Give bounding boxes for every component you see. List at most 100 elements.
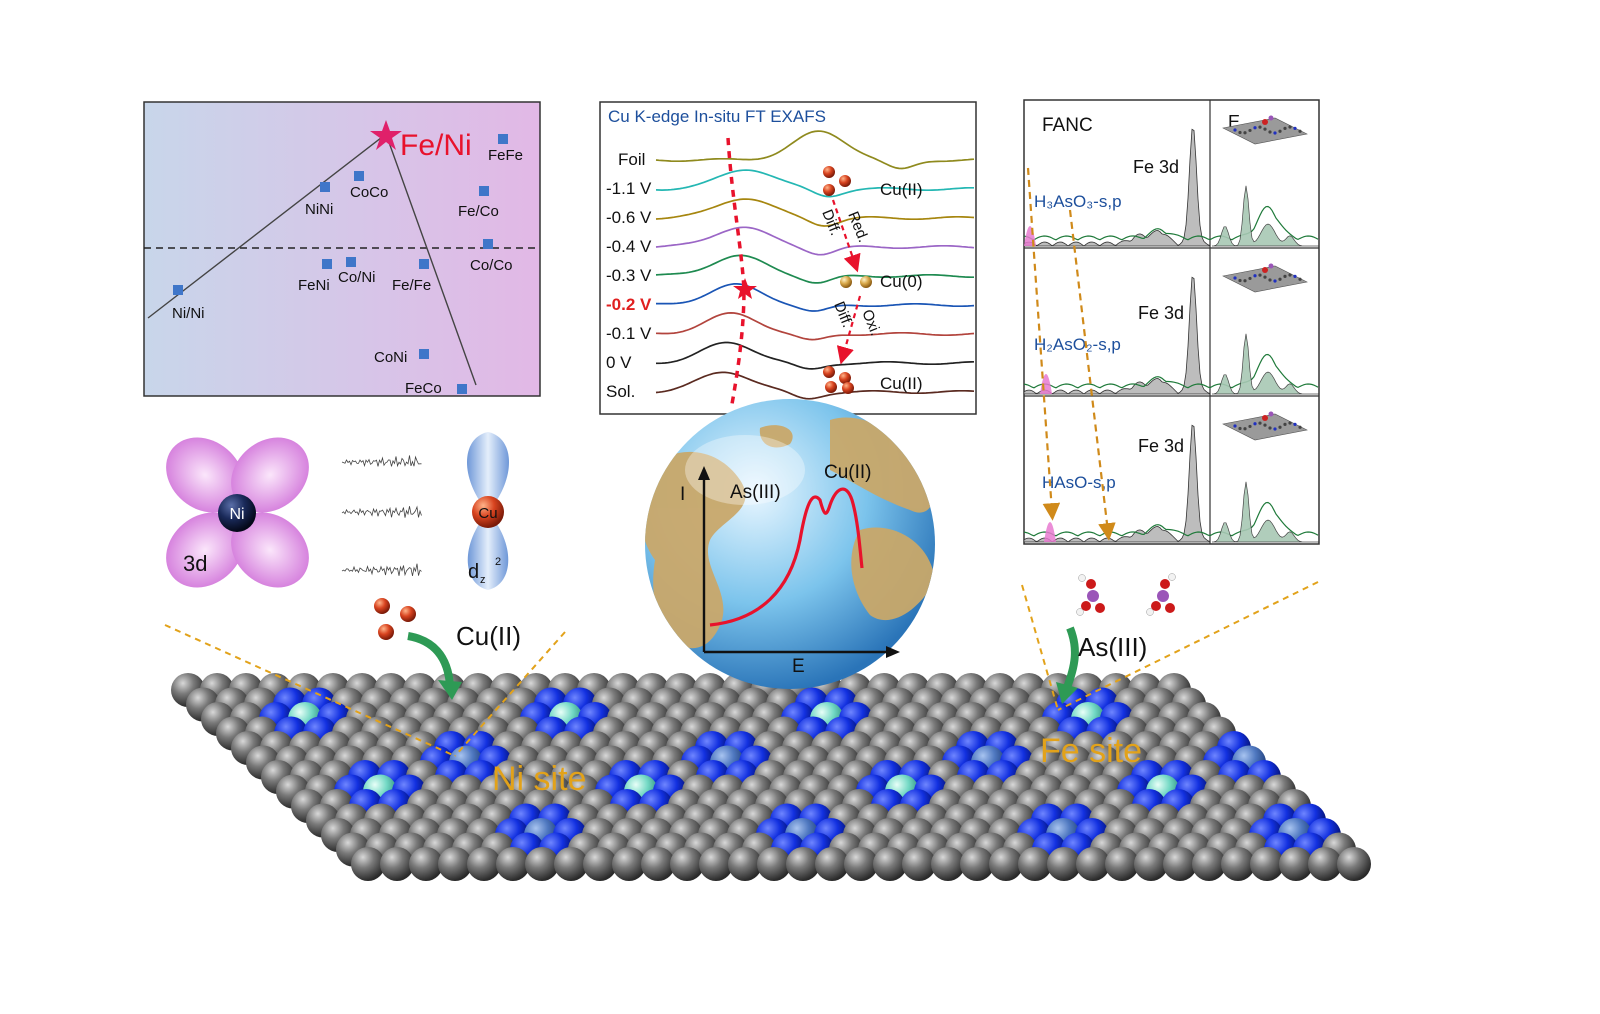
- cu-dz2-orbital: Cu d z 2: [467, 432, 509, 590]
- exafs-curve-label: -0.2 V: [606, 295, 652, 314]
- exafs-curve: [655, 254, 974, 284]
- dos-green-line: [1023, 353, 1319, 389]
- cu-atom: [472, 496, 504, 528]
- exafs-curve-label: Foil: [618, 150, 645, 169]
- dos-right-peak: [1211, 185, 1319, 247]
- ni-3d-orbital: Ni 3d: [166, 437, 309, 588]
- carbon-atom: [612, 847, 646, 881]
- carbon-atom: [583, 847, 617, 881]
- sheet-thumbnail: [1222, 117, 1308, 145]
- volcano-points: FeFe NiNi CoCo Fe/Co Co/Co FeNi Co/Ni Fe/Fe Ni/N…: [172, 134, 523, 397]
- volcano-point-label: NiNi: [305, 201, 333, 218]
- exafs-curve: [655, 312, 975, 341]
- carbon-atom: [1337, 847, 1371, 881]
- exafs-curve: [655, 371, 975, 400]
- cu-adsorption-arrow: [407, 632, 454, 687]
- dos-gray-peak: [1023, 276, 1211, 395]
- exafs-curve-label: 0 V: [606, 353, 632, 372]
- volcano-point-label: Fe/Fe: [392, 277, 431, 294]
- as3-surface-label: As(III): [1078, 632, 1147, 662]
- carbon-atom: [989, 847, 1023, 881]
- volcano-point-label: CoNi: [374, 349, 407, 366]
- ni-orbital-label: 3d: [183, 551, 207, 576]
- globe-illustration: I E As(III) Cu(II): [645, 399, 935, 689]
- reduction-arrow: [831, 199, 861, 273]
- volcano-plot-panel: FeFe NiNi CoCo Fe/Co Co/Co FeNi Co/Ni Fe/Fe Ni/N…: [143, 101, 541, 397]
- exafs-curve-label: -0.4 V: [606, 237, 652, 256]
- cu2-bottom-label: Cu(II): [880, 374, 923, 393]
- carbon-atom: [467, 847, 501, 881]
- cu2-surface-label: Cu(II): [456, 621, 521, 651]
- exafs-curves: Foil -1.1 V -0.6 V -0.4 V -0.3 V -0.2 V -0.1 V…: [606, 130, 975, 401]
- sheet-thumbnail: [1222, 265, 1308, 293]
- volcano-point-marker: [320, 182, 330, 192]
- exafs-curve: [656, 341, 975, 370]
- carbon-atom: [1221, 847, 1255, 881]
- carbon-atom: [1192, 847, 1226, 881]
- carbon-atom: [1105, 847, 1139, 881]
- exafs-star-marker: [733, 278, 757, 299]
- carbon-atom: [1018, 847, 1052, 881]
- volcano-point-label: Ni/Ni: [172, 305, 205, 322]
- exafs-curve-label: Sol.: [606, 382, 635, 401]
- volcano-point-marker: [498, 134, 508, 144]
- carbon-atom: [438, 847, 472, 881]
- exafs-curve: [655, 130, 975, 170]
- exafs-title: Cu K-edge In-situ FT EXAFS: [608, 107, 826, 126]
- fe-3d-label: Fe 3d: [1138, 436, 1184, 456]
- fe-3d-label: Fe 3d: [1138, 303, 1184, 323]
- carbon-atom: [786, 847, 820, 881]
- shift-arrow-left: [1026, 167, 1061, 521]
- carbon-atom: [1163, 847, 1197, 881]
- globe-x-axis-label: E: [792, 656, 805, 677]
- species-label: H₃AsO₃-s,p: [1034, 192, 1122, 211]
- fe-3d-label: Fe 3d: [1133, 157, 1179, 177]
- as3-peak-label: As(III): [730, 482, 781, 503]
- catalyst-surface: [171, 673, 1371, 881]
- carbon-atom: [554, 847, 588, 881]
- carbon-atom: [873, 847, 907, 881]
- volcano-point-label: FeNi: [298, 277, 330, 294]
- volcano-point-label: FeFe: [488, 147, 523, 164]
- carbon-atom: [699, 847, 733, 881]
- carbon-atom: [1279, 847, 1313, 881]
- carbon-atom: [931, 847, 965, 881]
- carbon-atom: [1134, 847, 1168, 881]
- exafs-curve: [655, 169, 974, 198]
- exafs-curve: [656, 283, 975, 312]
- as-molecules: [1076, 573, 1176, 616]
- cu-orbital-label: d: [468, 561, 479, 583]
- star-marker: [370, 120, 402, 150]
- carbon-atom: [1308, 847, 1342, 881]
- cu-atom-label: Cu: [478, 505, 497, 522]
- globe-y-axis-label: I: [680, 484, 685, 505]
- site-highlight-lines: [164, 581, 1319, 757]
- carbon-atom: [351, 847, 385, 881]
- volcano-point-marker: [354, 171, 364, 181]
- fe-ni-label: Fe/Ni: [400, 129, 472, 162]
- volcano-point-marker: [483, 239, 493, 249]
- fe-site-label: Fe site: [1040, 732, 1142, 770]
- volcano-point-marker: [173, 285, 183, 295]
- volcano-point-label: Co/Ni: [338, 269, 376, 286]
- carbon-atom: [960, 847, 994, 881]
- exafs-curve-label: -0.1 V: [606, 324, 652, 343]
- fanc-dos-panels: Fe 3d H₃AsO₃-s,p Fe 3d H₂AsO₂-s,p Fe 3d HAsO-…: [1023, 115, 1319, 543]
- volcano-point-marker: [419, 259, 429, 269]
- volcano-point-marker: [346, 257, 356, 267]
- globe-curve: [709, 487, 864, 627]
- shift-arrow-right: [1068, 209, 1116, 541]
- carbon-atom: [1076, 847, 1110, 881]
- volcano-point-label: FeCo: [405, 380, 442, 397]
- dos-right-peak: [1211, 481, 1319, 543]
- species-label: H₂AsO₂-s,p: [1034, 335, 1121, 354]
- cu0-label: Cu(0): [880, 272, 923, 291]
- carbon-atom: [1250, 847, 1284, 881]
- oxidation-arrow: [836, 295, 862, 365]
- exafs-panel: Cu K-edge In-situ FT EXAFS Foil -1.1 V -0.…: [599, 101, 977, 415]
- volcano-point-label: Co/Co: [470, 257, 513, 274]
- volcano-point-marker: [419, 349, 429, 359]
- cu-orbital-sub: z: [480, 574, 486, 586]
